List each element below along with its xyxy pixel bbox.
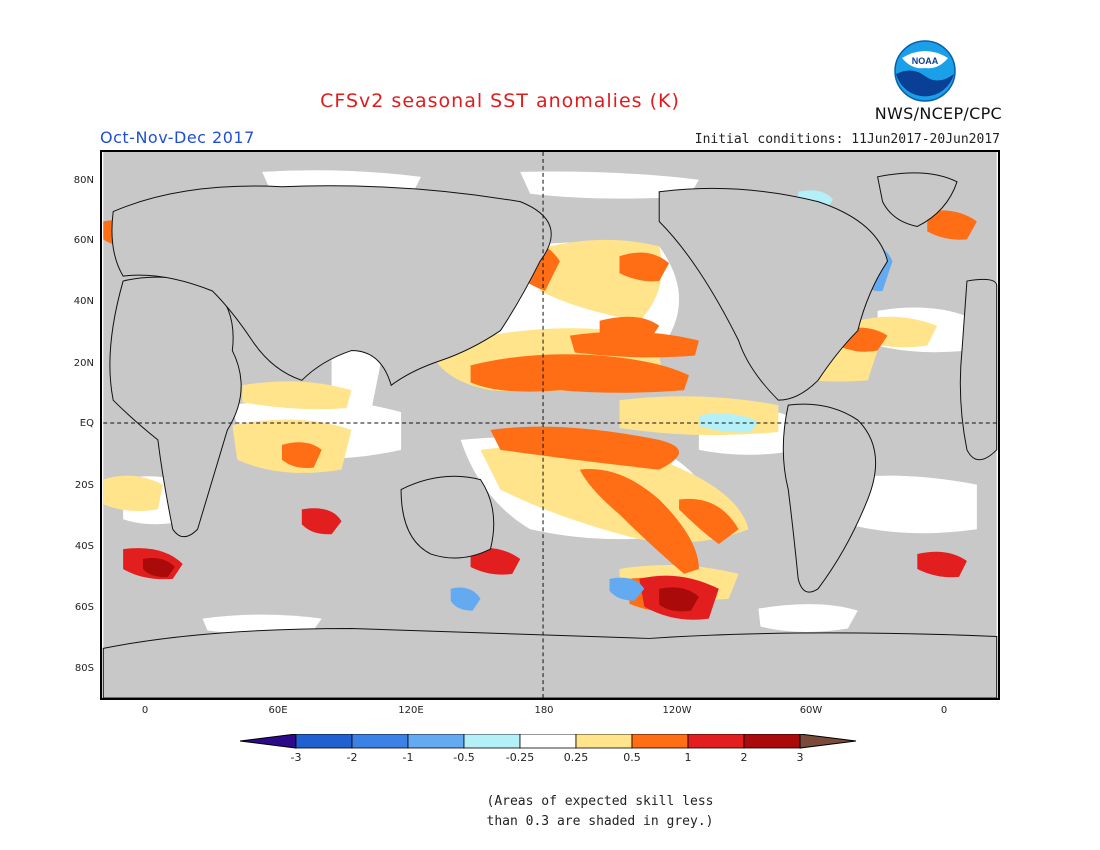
colorbar-label: -3 [290,751,302,764]
greenland [877,172,958,227]
australia [400,475,495,559]
colorbar-label: -0.5 [453,751,475,764]
colorbar-label: 0.5 [623,751,641,764]
initial-conditions-label: Initial conditions: 11Jun2017-20Jun2017 [694,132,1000,147]
colorbar-segment [519,734,577,749]
skill-note-line2: than 0.3 are shaded in grey.) [486,814,714,829]
colorbar-segment [463,734,521,749]
skill-note-line1: (Areas of expected skill less [486,794,714,809]
colorbar-segment [631,734,689,749]
longitude-label: 120E [398,705,424,716]
colorbar-segment [575,734,633,749]
latitude-label: 40N [73,296,94,307]
latitude-label: 40S [74,541,94,552]
colorbar-segment [407,734,465,749]
longitude-label: 0 [940,705,948,716]
season-label: Oct-Nov-Dec 2017 [100,128,255,147]
map-canvas [102,152,998,698]
north-america [658,187,889,401]
colorbar-label: -0.25 [505,751,535,764]
colorbar-label: 0.25 [563,751,589,764]
colorbar-label: -2 [346,751,358,764]
noaa-logo: NOAA [894,40,956,102]
antarctica [102,628,998,698]
sst-anomaly-map [100,150,1000,700]
latitude-label: 60N [73,235,94,246]
colorbar-label: 2 [740,751,748,764]
longitude-label: 180 [534,705,554,716]
colorbar-max-arrow [799,734,857,749]
longitude-label: 60W [799,705,823,716]
colorbar-min-arrow [240,734,297,749]
colorbar-segment [687,734,745,749]
colorbar-segment [351,734,409,749]
noaa-logo-text: NOAA [912,56,939,66]
map-title: CFSv2 seasonal SST anomalies (K) [320,90,680,112]
latitude-label: 80N [73,175,94,186]
colorbar-label: 3 [796,751,804,764]
skill-note: (Areas of expected skill less than 0.3 a… [420,792,780,832]
longitude-label: 0 [141,705,149,716]
latitude-label: 20S [74,480,94,491]
colorbar-label: 1 [684,751,692,764]
africa-wrap [959,278,998,461]
south-america [782,403,877,593]
organization-label: NWS/NCEP/CPC [874,104,1002,123]
eurasia [111,185,552,387]
longitude-label: 120W [662,705,692,716]
latitude-label: EQ [79,418,94,429]
continents [102,172,998,698]
colorbar-segment [743,734,801,749]
colorbar [240,734,857,749]
latitude-label: 60S [74,602,94,613]
colorbar-segment [295,734,353,749]
longitude-label: 60E [268,705,288,716]
latitude-label: 20N [73,358,94,369]
latitude-label: 80S [74,663,94,674]
colorbar-label: -1 [402,751,414,764]
